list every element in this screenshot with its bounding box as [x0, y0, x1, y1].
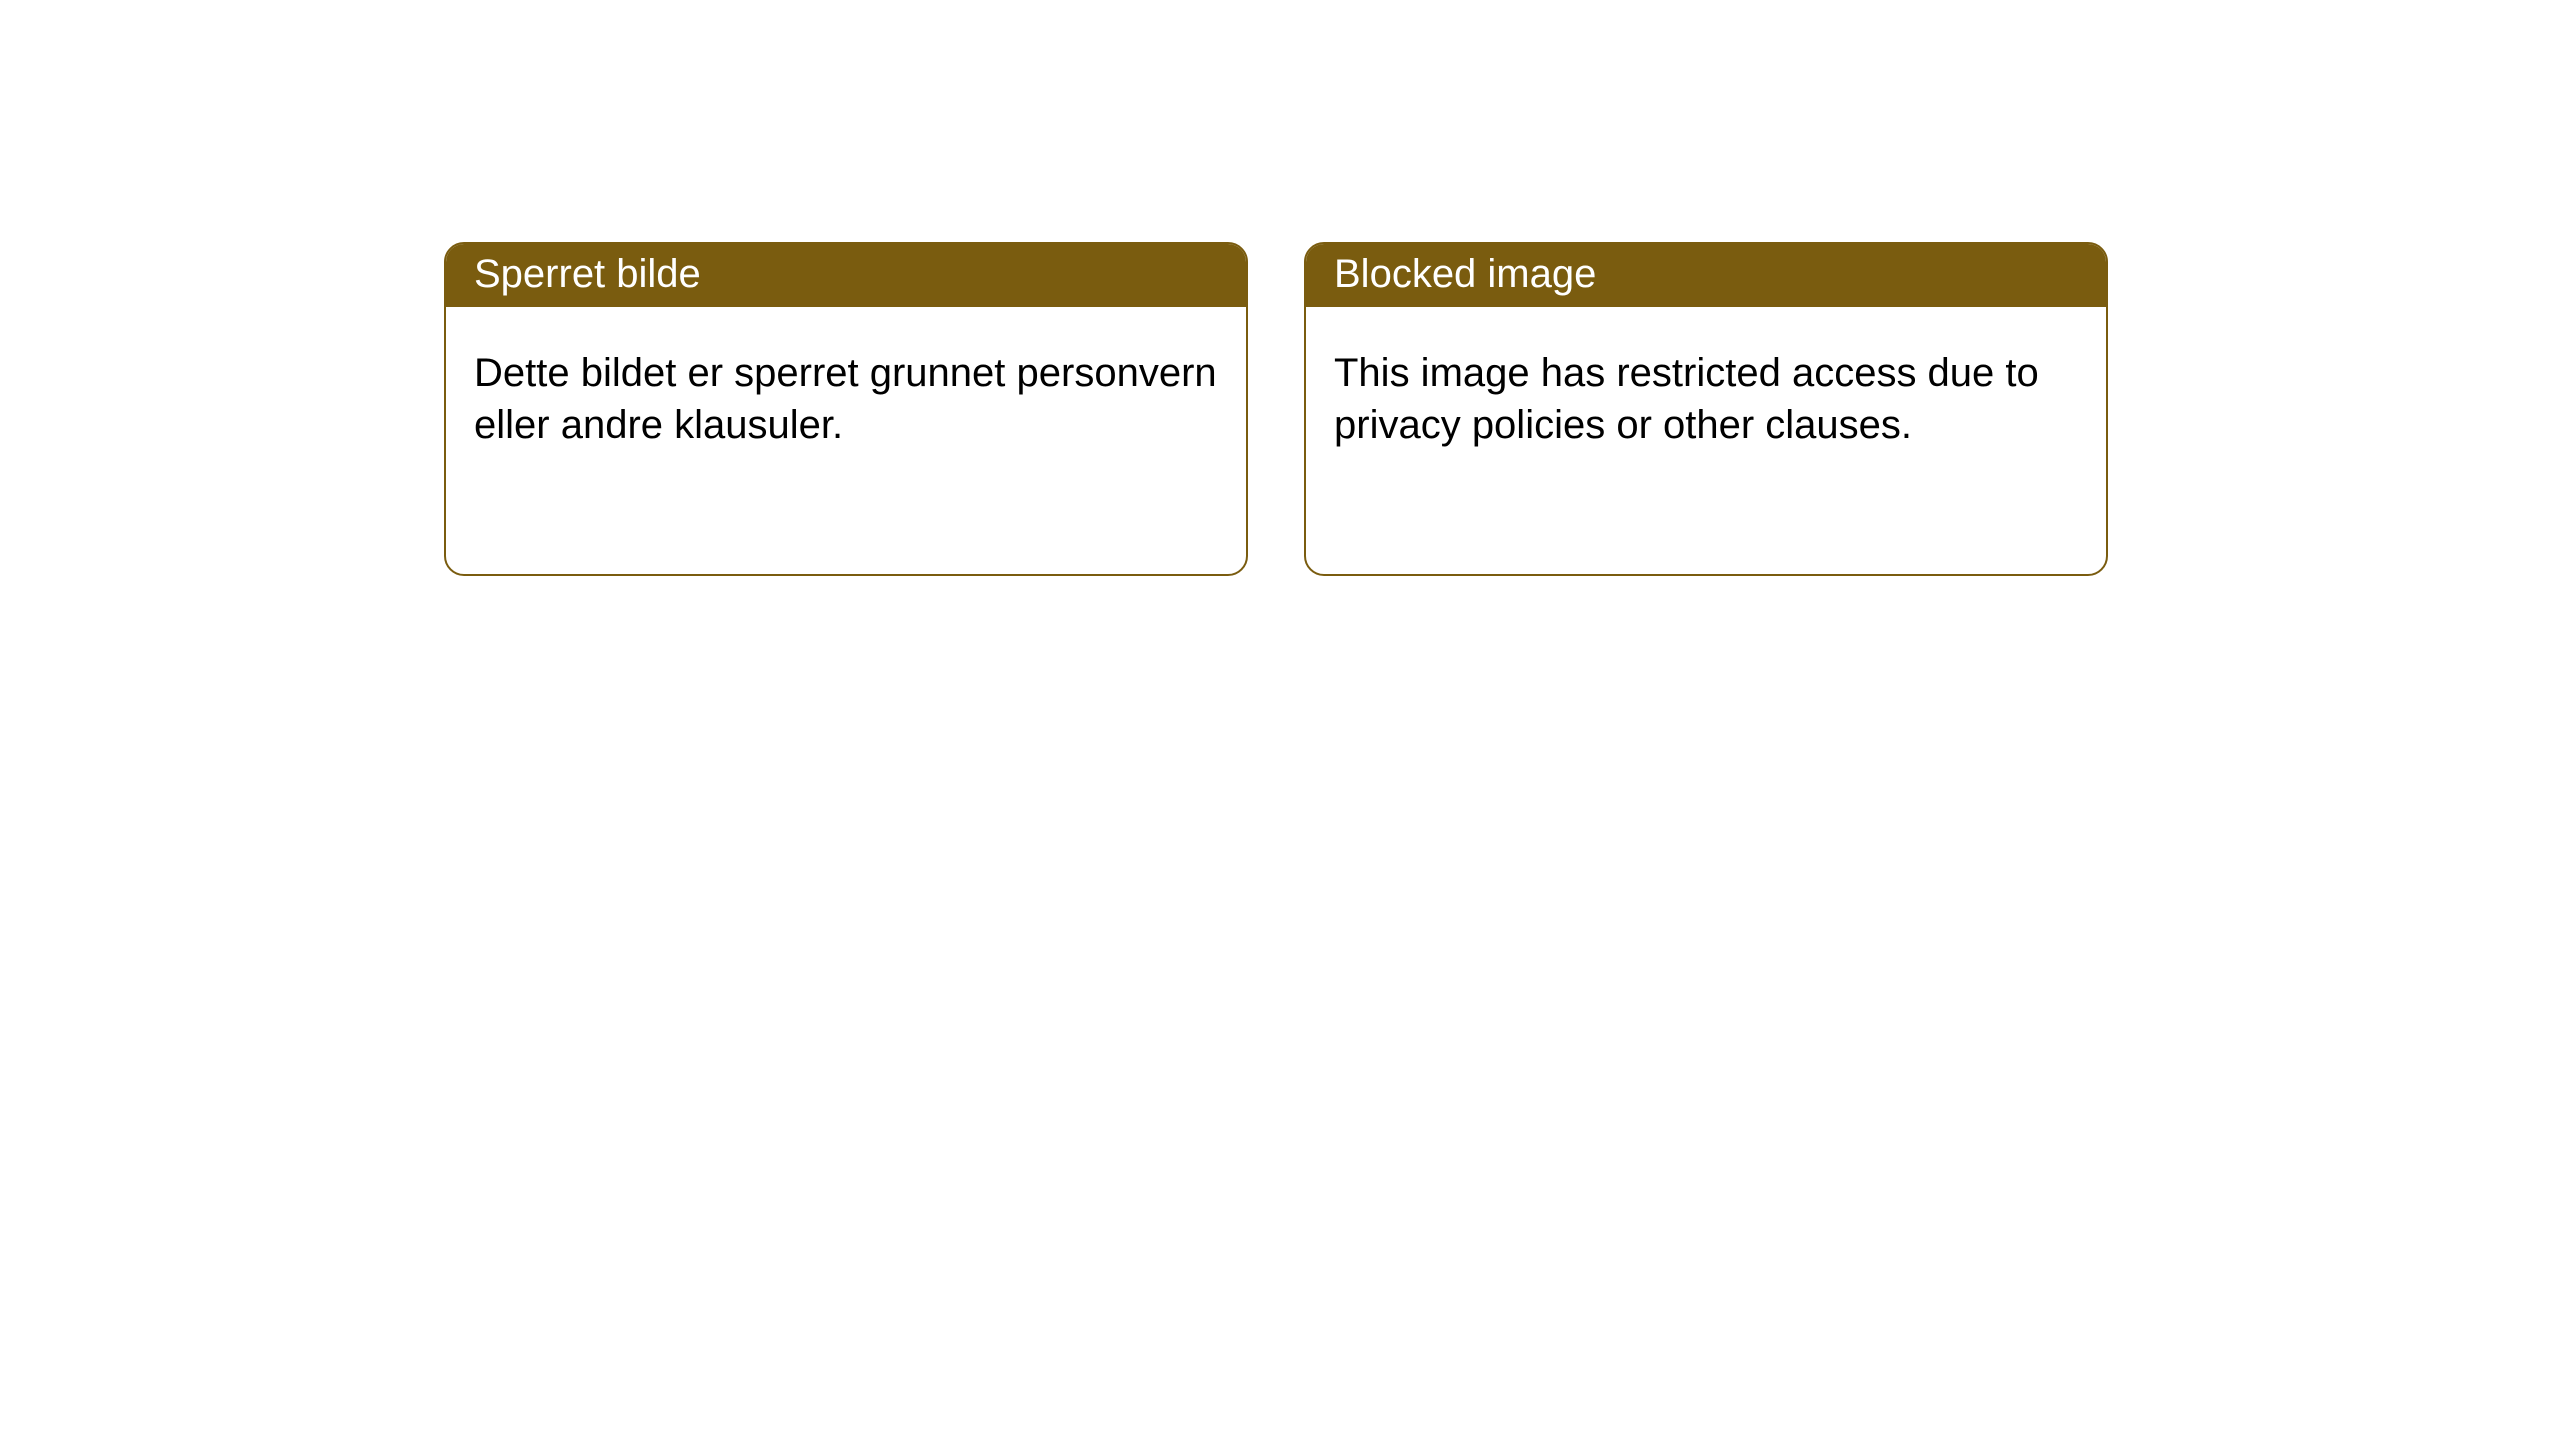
card-title: Sperret bilde — [474, 252, 701, 296]
card-body-text: This image has restricted access due to … — [1334, 351, 2039, 447]
card-body-text: Dette bildet er sperret grunnet personve… — [474, 351, 1217, 447]
notice-card-english: Blocked image This image has restricted … — [1304, 242, 2108, 576]
card-title: Blocked image — [1334, 252, 1596, 296]
card-header: Blocked image — [1306, 244, 2106, 307]
card-header: Sperret bilde — [446, 244, 1246, 307]
notice-container: Sperret bilde Dette bildet er sperret gr… — [0, 0, 2560, 576]
card-body: Dette bildet er sperret grunnet personve… — [446, 307, 1246, 479]
notice-card-norwegian: Sperret bilde Dette bildet er sperret gr… — [444, 242, 1248, 576]
card-body: This image has restricted access due to … — [1306, 307, 2106, 479]
